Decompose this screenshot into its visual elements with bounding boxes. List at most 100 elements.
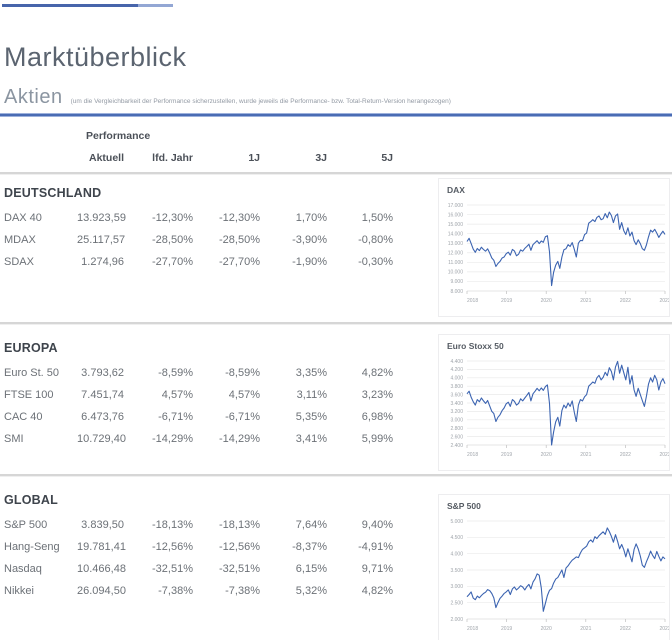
section-name: EUROPA [4, 341, 58, 355]
x-axis-tick-label: 2020 [541, 298, 552, 304]
section-separator [0, 322, 672, 325]
y-axis-tick-label: 2.500 [450, 600, 463, 606]
row-value: 4,57% [161, 389, 193, 401]
row-value: 10.729,40 [77, 433, 126, 445]
table-row: SMI 10.729,40 -14,29% -14,29% 3,41% 5,99% [4, 428, 397, 450]
row-label: S&P 500 [4, 519, 48, 531]
y-axis-tick-label: 16.000 [448, 212, 464, 218]
y-axis-tick-label: 3.200 [450, 409, 463, 415]
row-label: Hang-Seng [4, 541, 60, 553]
chart-card: S&P 500 5.000 4.500 4.000 3.500 3.000 2.500 2.0… [438, 494, 671, 640]
row-value: 3,11% [296, 389, 327, 401]
row-value: 9,40% [361, 519, 393, 531]
row-value: -12,30% [219, 212, 260, 224]
y-axis-tick-label: 2.400 [450, 443, 463, 449]
section-note: (um die Vergleichbarkeit der Performance… [70, 98, 451, 105]
table-row: Nasdaq 10.466,48 -32,51% -32,51% 6,15% 9,71% [4, 558, 397, 580]
section-title: Aktien [4, 86, 63, 108]
y-axis-tick-label: 15.000 [448, 222, 464, 228]
row-value: -4,91% [358, 541, 393, 553]
row-value: -28,50% [219, 234, 260, 246]
row-value: 3.839,50 [81, 519, 124, 531]
y-axis-tick-label: 3.000 [450, 418, 463, 424]
row-value: -6,71% [225, 411, 260, 423]
y-axis-tick-label: 9.000 [450, 279, 463, 285]
row-value: -28,50% [152, 234, 193, 246]
chart-title: S&P 500 [447, 501, 481, 511]
x-axis-tick-label: 2023 [659, 626, 669, 632]
table-row: Nikkei 26.094,50 -7,38% -7,38% 5,32% 4,82% [4, 580, 397, 602]
table-section: DEUTSCHLAND DAX 40 13.923,59 -12,30% -12,30%… [4, 183, 397, 273]
x-axis-tick-label: 2023 [659, 298, 669, 304]
row-label: CAC 40 [4, 411, 43, 423]
y-axis-tick-label: 3.000 [450, 584, 463, 590]
chart-title: Euro Stoxx 50 [447, 341, 504, 351]
row-value: -32,51% [152, 563, 193, 575]
row-value: 19.781,41 [77, 541, 126, 553]
table-row: Hang-Seng 19.781,41 -12,56% -12,56% -8,37% -4… [4, 536, 397, 558]
table-row: MDAX 25.117,57 -28,50% -28,50% -3,90% -0,80% [4, 229, 397, 251]
chart-title: DAX [447, 185, 465, 195]
row-value: 4,82% [361, 585, 393, 597]
top-accent-line-dark [2, 4, 138, 7]
row-label: DAX 40 [4, 212, 42, 224]
row-label: FTSE 100 [4, 389, 54, 401]
row-label: Nasdaq [4, 563, 42, 575]
row-value: 5,99% [361, 433, 393, 445]
chart-plot: 4.400 4.200 4.000 3.800 3.600 3.400 3.200 3.000… [450, 359, 670, 458]
chart-card: DAX 17.000 16.000 15.000 14.000 13.000 12.000 1… [438, 178, 671, 317]
row-value: -0,80% [358, 234, 393, 246]
x-axis-tick-label: 2021 [580, 452, 591, 458]
row-value: 25.117,57 [77, 234, 126, 246]
row-value: -18,13% [219, 519, 260, 531]
section-name: GLOBAL [4, 493, 58, 507]
table-section: EUROPA Euro St. 50 3.793,62 -8,59% -8,59% 3,3… [4, 338, 397, 450]
row-value: -0,30% [358, 256, 393, 268]
x-axis-tick-label: 2020 [541, 452, 552, 458]
row-value: -12,30% [152, 212, 193, 224]
table-row: CAC 40 6.473,76 -6,71% -6,71% 5,35% 6,98% [4, 406, 397, 428]
row-value: 3,23% [361, 389, 393, 401]
x-axis-tick-label: 2022 [620, 626, 631, 632]
x-axis-tick-label: 2021 [580, 298, 591, 304]
row-value: 6,98% [361, 411, 393, 423]
row-value: -32,51% [219, 563, 260, 575]
column-header: 5J [381, 152, 393, 164]
row-value: 1.274,96 [81, 256, 124, 268]
chart-plot: 5.000 4.500 4.000 3.500 3.000 2.500 2.000 2018 2… [450, 519, 670, 632]
chart-card: Euro Stoxx 50 4.400 4.200 4.000 3.800 3.600 3.… [438, 334, 671, 471]
row-label: Nikkei [4, 585, 34, 597]
row-value: 1,50% [361, 212, 393, 224]
table-row: Euro St. 50 3.793,62 -8,59% -8,59% 3,35% 4,82… [4, 362, 397, 384]
row-value: 5,32% [295, 585, 327, 597]
performance-group-label: Performance [86, 130, 151, 142]
section-heading: Aktien (um die Vergleichbarkeit der Perf… [4, 86, 451, 109]
y-axis-tick-label: 4.500 [450, 535, 463, 541]
x-axis-tick-label: 2018 [467, 626, 478, 632]
y-axis-tick-label: 4.200 [450, 367, 463, 373]
row-value: 13.923,59 [77, 212, 126, 224]
y-axis-tick-label: 2.800 [450, 426, 463, 432]
y-axis-tick-label: 2.600 [450, 434, 463, 440]
x-axis-tick-label: 2022 [620, 452, 631, 458]
x-axis-tick-label: 2021 [580, 626, 591, 632]
chart-line-series [466, 360, 666, 446]
row-value: -6,71% [158, 411, 193, 423]
row-value: -8,59% [158, 367, 193, 379]
row-value: 4,57% [228, 389, 260, 401]
chart-plot: 17.000 16.000 15.000 14.000 13.000 12.000 11.0… [448, 203, 671, 304]
x-axis-tick-label: 2019 [501, 298, 512, 304]
column-header: 1J [248, 152, 260, 164]
table-row: FTSE 100 7.451,74 4,57% 4,57% 3,11% 3,23% [4, 384, 397, 406]
section-name: DEUTSCHLAND [4, 186, 102, 200]
row-value: -3,90% [292, 234, 327, 246]
x-axis-tick-label: 2023 [659, 452, 669, 458]
row-value: 26.094,50 [77, 585, 126, 597]
section-separator [0, 474, 672, 477]
row-value: 6,15% [295, 563, 327, 575]
y-axis-tick-label: 3.800 [450, 384, 463, 390]
row-value: -14,29% [152, 433, 193, 445]
row-label: Euro St. 50 [4, 367, 60, 379]
row-value: 9,71% [361, 563, 393, 575]
table-row: DAX 40 13.923,59 -12,30% -12,30% 1,70% 1,50% [4, 207, 397, 229]
